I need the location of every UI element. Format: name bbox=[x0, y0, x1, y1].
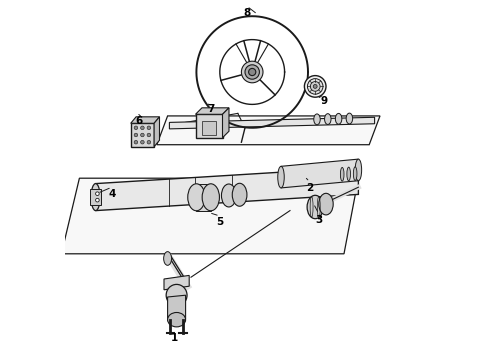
Ellipse shape bbox=[278, 166, 284, 188]
Ellipse shape bbox=[353, 167, 357, 180]
Circle shape bbox=[304, 76, 326, 97]
Ellipse shape bbox=[232, 183, 247, 206]
Circle shape bbox=[310, 82, 320, 91]
Text: 1: 1 bbox=[171, 333, 178, 343]
Ellipse shape bbox=[341, 167, 344, 181]
Circle shape bbox=[141, 140, 144, 144]
Ellipse shape bbox=[319, 193, 333, 215]
Ellipse shape bbox=[164, 252, 171, 265]
Polygon shape bbox=[90, 189, 101, 205]
Text: 6: 6 bbox=[135, 116, 143, 126]
Ellipse shape bbox=[91, 184, 100, 211]
Circle shape bbox=[147, 140, 151, 144]
Ellipse shape bbox=[166, 284, 187, 306]
Ellipse shape bbox=[307, 195, 323, 219]
Polygon shape bbox=[222, 108, 229, 138]
Text: 7: 7 bbox=[207, 104, 215, 114]
Circle shape bbox=[134, 140, 138, 144]
Polygon shape bbox=[196, 114, 222, 138]
Circle shape bbox=[147, 126, 151, 130]
Polygon shape bbox=[154, 117, 160, 147]
Circle shape bbox=[147, 133, 151, 137]
Text: 8: 8 bbox=[243, 8, 250, 18]
Text: 4: 4 bbox=[108, 189, 116, 199]
Polygon shape bbox=[196, 108, 229, 114]
Ellipse shape bbox=[188, 184, 205, 211]
Polygon shape bbox=[170, 117, 374, 129]
Circle shape bbox=[141, 126, 144, 130]
Circle shape bbox=[242, 61, 263, 83]
Polygon shape bbox=[168, 295, 186, 320]
Polygon shape bbox=[157, 116, 380, 145]
Ellipse shape bbox=[168, 312, 186, 327]
Ellipse shape bbox=[346, 113, 353, 124]
Ellipse shape bbox=[221, 184, 236, 207]
Circle shape bbox=[134, 126, 138, 130]
Circle shape bbox=[141, 133, 144, 137]
Text: 9: 9 bbox=[320, 96, 328, 106]
Polygon shape bbox=[131, 117, 160, 123]
Ellipse shape bbox=[355, 159, 362, 181]
Circle shape bbox=[96, 198, 99, 202]
Polygon shape bbox=[196, 184, 211, 211]
Ellipse shape bbox=[202, 184, 220, 211]
Circle shape bbox=[134, 133, 138, 137]
Ellipse shape bbox=[335, 113, 342, 124]
Ellipse shape bbox=[314, 114, 320, 125]
Polygon shape bbox=[202, 121, 216, 135]
Text: 3: 3 bbox=[315, 215, 322, 225]
Ellipse shape bbox=[347, 167, 350, 181]
Circle shape bbox=[96, 192, 99, 195]
Circle shape bbox=[248, 68, 256, 76]
Polygon shape bbox=[131, 123, 154, 147]
Circle shape bbox=[245, 65, 259, 79]
Circle shape bbox=[307, 78, 323, 94]
Polygon shape bbox=[96, 167, 358, 211]
Polygon shape bbox=[164, 275, 189, 290]
Polygon shape bbox=[61, 178, 358, 254]
Ellipse shape bbox=[324, 114, 331, 125]
Text: 5: 5 bbox=[216, 217, 223, 228]
Text: 2: 2 bbox=[306, 183, 314, 193]
Circle shape bbox=[313, 85, 317, 88]
Polygon shape bbox=[281, 159, 358, 188]
